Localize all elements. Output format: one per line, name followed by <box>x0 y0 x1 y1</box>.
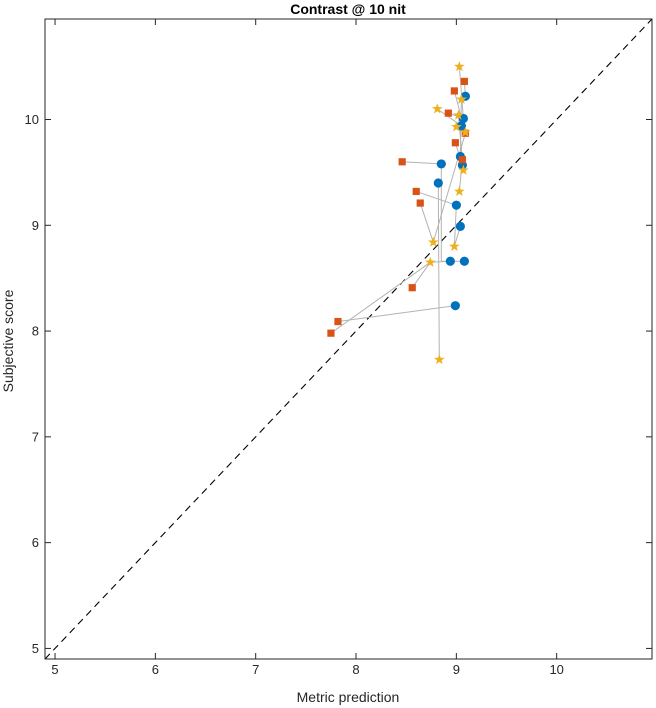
connector-line <box>453 205 457 247</box>
data-point-square <box>450 87 458 95</box>
data-point-star <box>424 256 436 267</box>
data-point-star <box>449 240 460 251</box>
connector-line <box>432 133 466 243</box>
data-point-star <box>451 121 462 132</box>
data-point-star <box>460 126 471 137</box>
x-tick-label: 6 <box>152 662 159 677</box>
x-tick-label: 9 <box>453 662 460 677</box>
reference-line <box>44 18 653 660</box>
data-point-circle <box>456 121 466 131</box>
data-point-square <box>398 158 406 166</box>
data-point-star <box>427 236 439 247</box>
data-point-star <box>456 93 467 104</box>
y-tick-label: 10 <box>25 112 39 127</box>
y-tick-label: 7 <box>32 429 39 444</box>
data-point-circle <box>433 178 443 188</box>
data-point-circle <box>445 256 455 266</box>
connector-line <box>402 161 442 165</box>
data-point-star <box>453 109 464 120</box>
x-tick-label: 7 <box>252 662 259 677</box>
x-tick-label: 10 <box>549 662 563 677</box>
data-point-square <box>460 77 468 86</box>
connector-line <box>330 261 431 334</box>
x-axis-label: Metric prediction <box>297 689 400 705</box>
data-point-square <box>412 187 420 196</box>
data-point-circle <box>459 256 469 266</box>
x-tick-label: 5 <box>51 662 58 677</box>
data-point-square <box>327 329 335 337</box>
data-point-star <box>454 61 465 72</box>
y-tick-label: 6 <box>32 535 39 550</box>
data-point-square <box>444 109 452 117</box>
connector-line <box>416 190 457 206</box>
connector-line <box>437 108 462 127</box>
y-tick-label: 9 <box>32 218 39 233</box>
data-point-star <box>458 164 469 175</box>
data-point-square <box>334 317 342 326</box>
data-point-circle <box>458 113 468 124</box>
y-tick-label: 5 <box>32 641 39 656</box>
y-tick-label: 8 <box>32 324 39 339</box>
data-point-square <box>416 199 424 207</box>
data-point-square <box>458 156 466 164</box>
connector-line <box>437 182 440 360</box>
x-tick-label: 8 <box>352 662 359 677</box>
data-point-circle <box>450 301 460 311</box>
data-point-circle <box>455 221 465 231</box>
axes-box <box>44 18 653 660</box>
y-axis-label: Subjective score <box>0 289 16 392</box>
connector-line <box>419 202 434 243</box>
data-point-circle <box>436 159 446 169</box>
data-point-star <box>433 354 445 365</box>
chart-title: Contrast @ 10 nit <box>290 1 406 17</box>
data-point-square <box>451 139 459 147</box>
connector-line <box>337 305 456 323</box>
data-point-square <box>408 284 416 292</box>
plot-area: 5 6 7 8 9 10 5 6 7 8 9 10 <box>25 18 653 677</box>
data-point-circle <box>451 200 461 210</box>
connector-line <box>458 66 464 119</box>
data-point-star <box>454 185 465 196</box>
data-point-star <box>431 103 443 114</box>
